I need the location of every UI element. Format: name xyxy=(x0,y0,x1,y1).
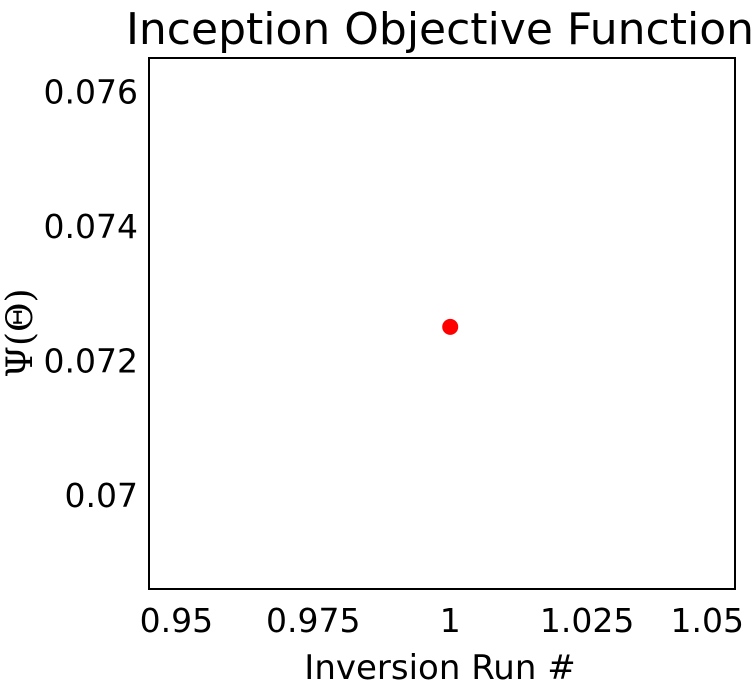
y-tick-label: 0.076 xyxy=(44,73,138,112)
chart-title: Inception Objective Function xyxy=(126,4,754,55)
x-axis-label: Inversion Run # xyxy=(304,648,575,688)
x-tick-label: 1.05 xyxy=(671,601,744,640)
x-tick-label: 1.025 xyxy=(540,601,634,640)
x-tick-label: 1 xyxy=(440,601,461,640)
y-tick-labels: 0.07 0.072 0.074 0.076 xyxy=(44,73,138,515)
y-axis-label: Ψ(Θ) xyxy=(0,288,41,377)
data-points xyxy=(442,318,459,335)
y-tick-label: 0.072 xyxy=(44,341,138,380)
x-tick-label: 0.975 xyxy=(266,601,360,640)
y-tick-label: 0.074 xyxy=(44,207,138,246)
x-tick-label: 0.95 xyxy=(140,601,213,640)
data-point xyxy=(442,318,459,335)
plot-area-frame xyxy=(148,57,736,590)
x-tick-labels: 0.95 0.975 1 1.025 1.05 xyxy=(140,601,744,640)
y-tick-label: 0.07 xyxy=(65,476,138,515)
